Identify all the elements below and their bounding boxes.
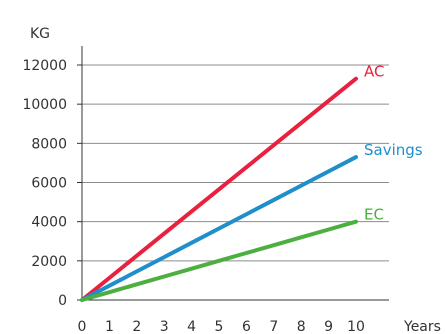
series-line-ac [80,76,358,302]
x-tick-label: 10 [347,319,365,334]
series-lines [80,76,358,302]
x-tick-label: 2 [132,319,141,334]
x-axis-unit-label: Years [403,319,441,334]
x-tick-label: 7 [269,319,278,334]
x-tick-label: 9 [324,319,333,334]
y-axis-unit-label: KG [30,26,50,42]
grid-lines [82,64,389,262]
y-tick-label: 6000 [31,176,67,192]
x-tick-label: 8 [297,319,306,334]
x-tick-labels: 0 1 2 3 4 5 6 7 8 9 10 [78,319,365,334]
x-tick-label: 0 [78,319,87,334]
y-tick-label: 2000 [31,254,67,270]
x-tick-label: 1 [105,319,114,334]
series-line-savings [80,155,358,302]
y-tick-label: 8000 [31,136,67,152]
series-labels: AC Savings EC [364,63,423,224]
series-line-ec [80,219,358,302]
series-label-savings: Savings [364,141,423,159]
x-tick-label: 6 [242,319,251,334]
axes [81,46,389,301]
y-tick-label: 0 [58,293,67,309]
y-tick-label: 12000 [22,58,67,74]
y-tick-labels: 0 2000 4000 6000 8000 10000 12000 [22,58,82,309]
series-label-ac: AC [364,63,384,81]
x-tick-label: 3 [160,319,169,334]
x-tick-label: 4 [187,319,196,334]
y-tick-label: 4000 [31,215,67,231]
x-tick-label: 5 [215,319,224,334]
series-label-ec: EC [364,206,384,224]
y-tick-label: 10000 [22,97,67,113]
